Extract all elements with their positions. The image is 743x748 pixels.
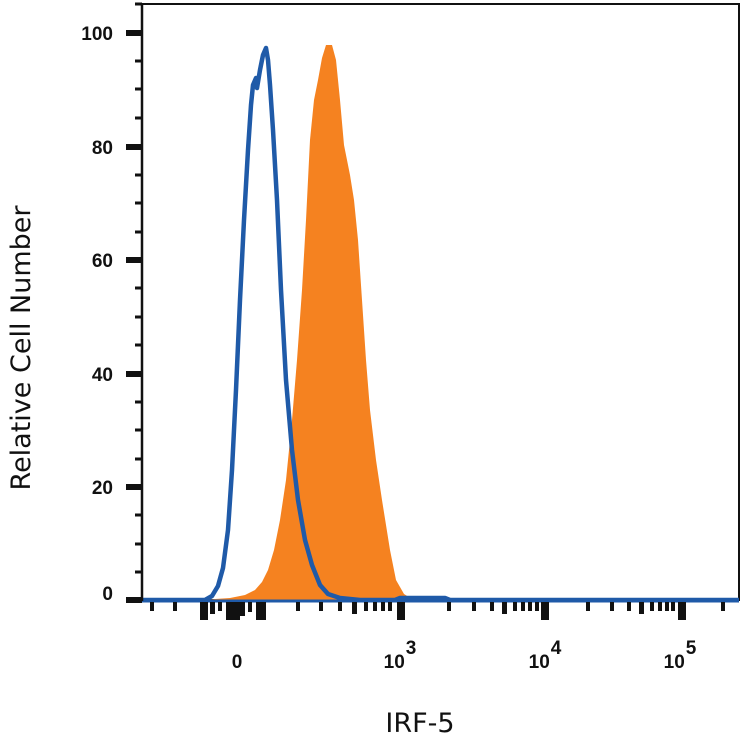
y-tick-60: 60: [92, 251, 113, 272]
series-stained-area: [200, 45, 420, 600]
x-tick-1e4: 104: [529, 638, 562, 673]
x-tick-labels: 0 103 104 105: [232, 638, 697, 673]
x-tick-0: 0: [232, 652, 243, 673]
plot-frame: [141, 3, 740, 601]
y-axis-title: Relative Cell Number: [6, 205, 37, 491]
y-tick-labels: 100 80 60 40 20 0: [81, 24, 113, 605]
y-tick-100: 100: [81, 24, 113, 45]
y-tick-0: 0: [102, 584, 113, 605]
y-tick-20: 20: [92, 478, 113, 499]
x-tick-1e5: 105: [664, 638, 697, 673]
y-axis-ticks: [126, 2, 142, 603]
series-isotype-line: [142, 45, 739, 603]
y-tick-40: 40: [92, 365, 113, 386]
x-axis-ticks: [150, 602, 725, 620]
y-tick-80: 80: [92, 138, 113, 159]
x-tick-1e3: 103: [384, 638, 417, 673]
x-axis-title: IRF-5: [385, 708, 454, 739]
